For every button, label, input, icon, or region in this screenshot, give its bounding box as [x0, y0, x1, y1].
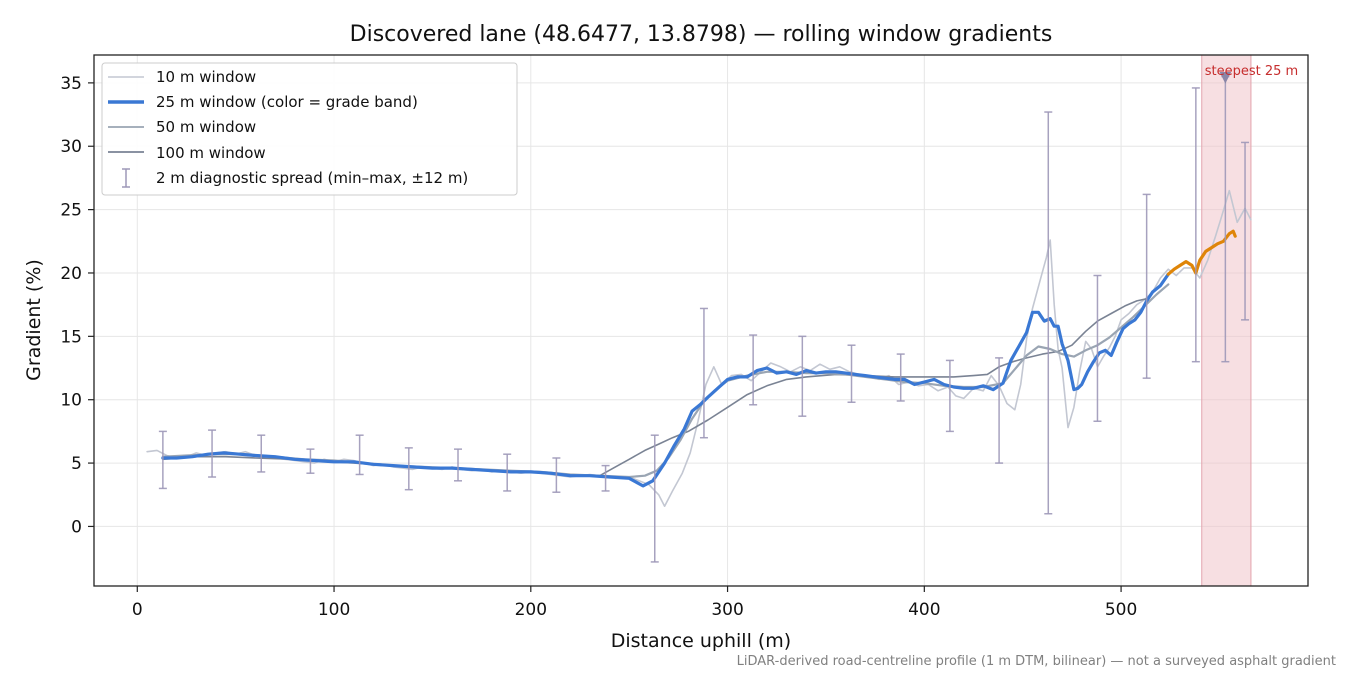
x-tick-label: 200 [515, 600, 547, 620]
chart-title: Discovered lane (48.6477, 13.8798) — rol… [350, 22, 1053, 47]
y-tick-label: 30 [60, 137, 82, 157]
spread-bar [503, 453, 512, 492]
spread-bar [798, 335, 807, 417]
spread-bar [1044, 111, 1053, 515]
y-tick-label: 35 [60, 74, 82, 94]
marker-layer: steepest 25 m [1205, 64, 1298, 84]
spread-bar [1241, 141, 1250, 321]
x-tick-label: 100 [318, 600, 350, 620]
spread-layer [158, 75, 1250, 563]
spread-bar [1142, 193, 1151, 379]
legend-label-w100: 100 m window [156, 144, 266, 162]
tick-layer: 0 100 200 300 400 500 0 5 10 15 20 25 30 35 [60, 74, 1137, 620]
series-line-w25 [161, 272, 1170, 488]
x-tick-label: 300 [711, 600, 743, 620]
legend-label-spread: 2 m diagnostic spread (min–max, ±12 m) [156, 169, 468, 187]
spread-bar [699, 307, 708, 439]
y-tick-label: 5 [71, 454, 82, 474]
y-tick-label: 15 [60, 327, 82, 347]
legend-box [101, 62, 518, 196]
spread-bar [257, 434, 266, 473]
y-tick-label: 20 [60, 264, 82, 284]
legend-label-w50: 50 m window [156, 118, 256, 136]
spread-bar [896, 353, 905, 402]
spread-bar [601, 464, 610, 492]
spread-bar [1191, 87, 1200, 363]
x-tick-label: 500 [1105, 600, 1137, 620]
footnote: LiDAR-derived road-centreline profile (1… [737, 654, 1336, 669]
spread-bar [158, 430, 167, 490]
y-tick-label: 0 [71, 517, 82, 537]
series-layer [146, 189, 1252, 507]
spread-bar [1093, 274, 1102, 423]
spread-bar [355, 434, 364, 476]
x-axis-label: Distance uphill (m) [611, 630, 791, 652]
spread-bar [749, 334, 758, 406]
spread-bar [552, 457, 561, 493]
series-line-w25_band_high [1166, 229, 1237, 276]
plot-frame [93, 54, 1309, 587]
x-tick-label: 400 [908, 600, 940, 620]
spread-bar [650, 434, 659, 563]
steepest-marker [1219, 72, 1232, 84]
spread-bar [454, 448, 463, 482]
spread-bar [306, 448, 315, 474]
legend-label-w10: 10 m window [156, 68, 256, 86]
legend-label-w25: 25 m window (color = grade band) [156, 93, 418, 111]
spread-bar [208, 429, 217, 478]
spread-bar [945, 359, 954, 433]
y-axis-label: Gradient (%) [23, 259, 45, 381]
legend: 10 m window 25 m window (color = grade b… [101, 62, 518, 196]
steepest-label: steepest 25 m [1205, 64, 1298, 79]
y-tick-label: 25 [60, 201, 82, 221]
legend-swatch-spread [122, 168, 130, 188]
y-tick-label: 10 [60, 391, 82, 411]
grid-layer [94, 55, 1308, 586]
x-tick-label: 0 [132, 600, 143, 620]
spread-bar [404, 447, 413, 491]
spread-bar [995, 357, 1004, 464]
spread-bar [847, 344, 856, 403]
